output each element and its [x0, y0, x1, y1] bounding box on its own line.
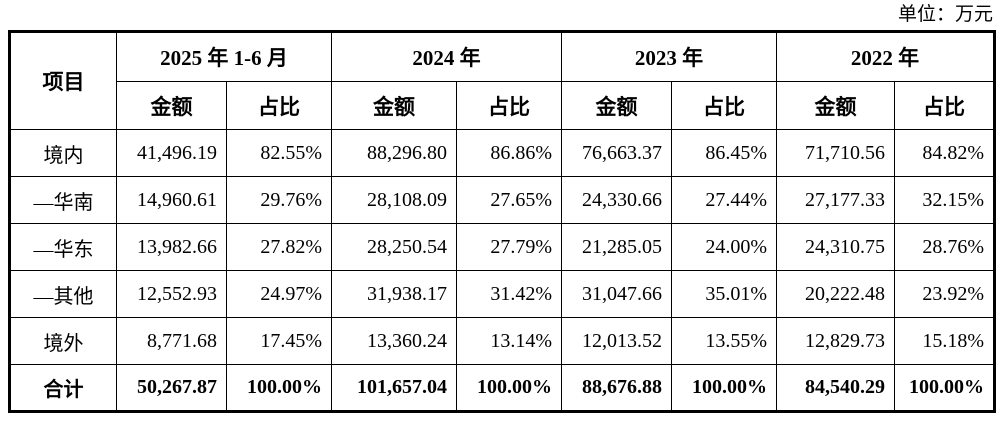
- column-header-2023: 2023 年: [561, 31, 777, 82]
- revenue-by-region-table: 项目 2025 年 1-6 月 2024 年 2023 年 2022 年 金额 …: [8, 30, 996, 413]
- ratio-cell: 17.45%: [226, 317, 332, 365]
- ratio-cell: 82.55%: [226, 129, 332, 177]
- column-header-item: 项目: [9, 31, 117, 130]
- row-label: —华南: [9, 176, 117, 224]
- amount-cell: 31,047.66: [561, 270, 672, 318]
- table-row-other: —其他 12,552.93 24.97% 31,938.17 31.42% 31…: [9, 270, 995, 318]
- table-row-total: 合计 50,267.87 100.00% 101,657.04 100.00% …: [9, 364, 995, 412]
- amount-cell: 101,657.04: [331, 364, 457, 412]
- amount-cell: 88,676.88: [561, 364, 672, 412]
- amount-cell: 76,663.37: [561, 129, 672, 177]
- subheader-ratio: 占比: [226, 81, 332, 130]
- ratio-cell: 35.01%: [671, 270, 777, 318]
- amount-cell: 24,330.66: [561, 176, 672, 224]
- subheader-ratio: 占比: [671, 81, 777, 130]
- ratio-cell: 29.76%: [226, 176, 332, 224]
- subheader-amount: 金额: [116, 81, 227, 130]
- amount-cell: 31,938.17: [331, 270, 457, 318]
- column-header-2022: 2022 年: [776, 31, 995, 82]
- ratio-cell: 86.86%: [456, 129, 562, 177]
- ratio-cell: 13.14%: [456, 317, 562, 365]
- column-header-2024: 2024 年: [331, 31, 562, 82]
- ratio-cell: 27.82%: [226, 223, 332, 271]
- amount-cell: 50,267.87: [116, 364, 227, 412]
- table-row-overseas: 境外 8,771.68 17.45% 13,360.24 13.14% 12,0…: [9, 317, 995, 365]
- amount-cell: 71,710.56: [776, 129, 895, 177]
- ratio-cell: 31.42%: [456, 270, 562, 318]
- amount-cell: 12,552.93: [116, 270, 227, 318]
- subheader-amount: 金额: [561, 81, 672, 130]
- row-label: 境内: [9, 129, 117, 177]
- subheader-amount: 金额: [331, 81, 457, 130]
- amount-cell: 41,496.19: [116, 129, 227, 177]
- ratio-cell: 28.76%: [894, 223, 995, 271]
- amount-cell: 8,771.68: [116, 317, 227, 365]
- subheader-amount: 金额: [776, 81, 895, 130]
- amount-cell: 28,108.09: [331, 176, 457, 224]
- row-label: 境外: [9, 317, 117, 365]
- row-label: —其他: [9, 270, 117, 318]
- ratio-cell: 100.00%: [226, 364, 332, 412]
- amount-cell: 20,222.48: [776, 270, 895, 318]
- ratio-cell: 100.00%: [894, 364, 995, 412]
- ratio-cell: 24.00%: [671, 223, 777, 271]
- amount-cell: 13,982.66: [116, 223, 227, 271]
- ratio-cell: 27.79%: [456, 223, 562, 271]
- subheader-ratio: 占比: [894, 81, 995, 130]
- amount-cell: 12,013.52: [561, 317, 672, 365]
- table-row-domestic: 境内 41,496.19 82.55% 88,296.80 86.86% 76,…: [9, 129, 995, 177]
- table-row-south-china: —华南 14,960.61 29.76% 28,108.09 27.65% 24…: [9, 176, 995, 224]
- table-row-east-china: —华东 13,982.66 27.82% 28,250.54 27.79% 21…: [9, 223, 995, 271]
- row-label: 合计: [9, 364, 117, 412]
- amount-cell: 84,540.29: [776, 364, 895, 412]
- amount-cell: 28,250.54: [331, 223, 457, 271]
- ratio-cell: 24.97%: [226, 270, 332, 318]
- ratio-cell: 100.00%: [456, 364, 562, 412]
- amount-cell: 27,177.33: [776, 176, 895, 224]
- column-header-2025h1: 2025 年 1-6 月: [116, 31, 332, 82]
- amount-cell: 24,310.75: [776, 223, 895, 271]
- amount-cell: 14,960.61: [116, 176, 227, 224]
- ratio-cell: 13.55%: [671, 317, 777, 365]
- subheader-ratio: 占比: [456, 81, 562, 130]
- unit-label: 单位：万元: [897, 4, 993, 25]
- amount-cell: 13,360.24: [331, 317, 457, 365]
- ratio-cell: 15.18%: [894, 317, 995, 365]
- ratio-cell: 84.82%: [894, 129, 995, 177]
- ratio-cell: 27.44%: [671, 176, 777, 224]
- ratio-cell: 23.92%: [894, 270, 995, 318]
- amount-cell: 12,829.73: [776, 317, 895, 365]
- amount-cell: 21,285.05: [561, 223, 672, 271]
- amount-cell: 88,296.80: [331, 129, 457, 177]
- row-label: —华东: [9, 223, 117, 271]
- ratio-cell: 86.45%: [671, 129, 777, 177]
- ratio-cell: 100.00%: [671, 364, 777, 412]
- ratio-cell: 27.65%: [456, 176, 562, 224]
- ratio-cell: 32.15%: [894, 176, 995, 224]
